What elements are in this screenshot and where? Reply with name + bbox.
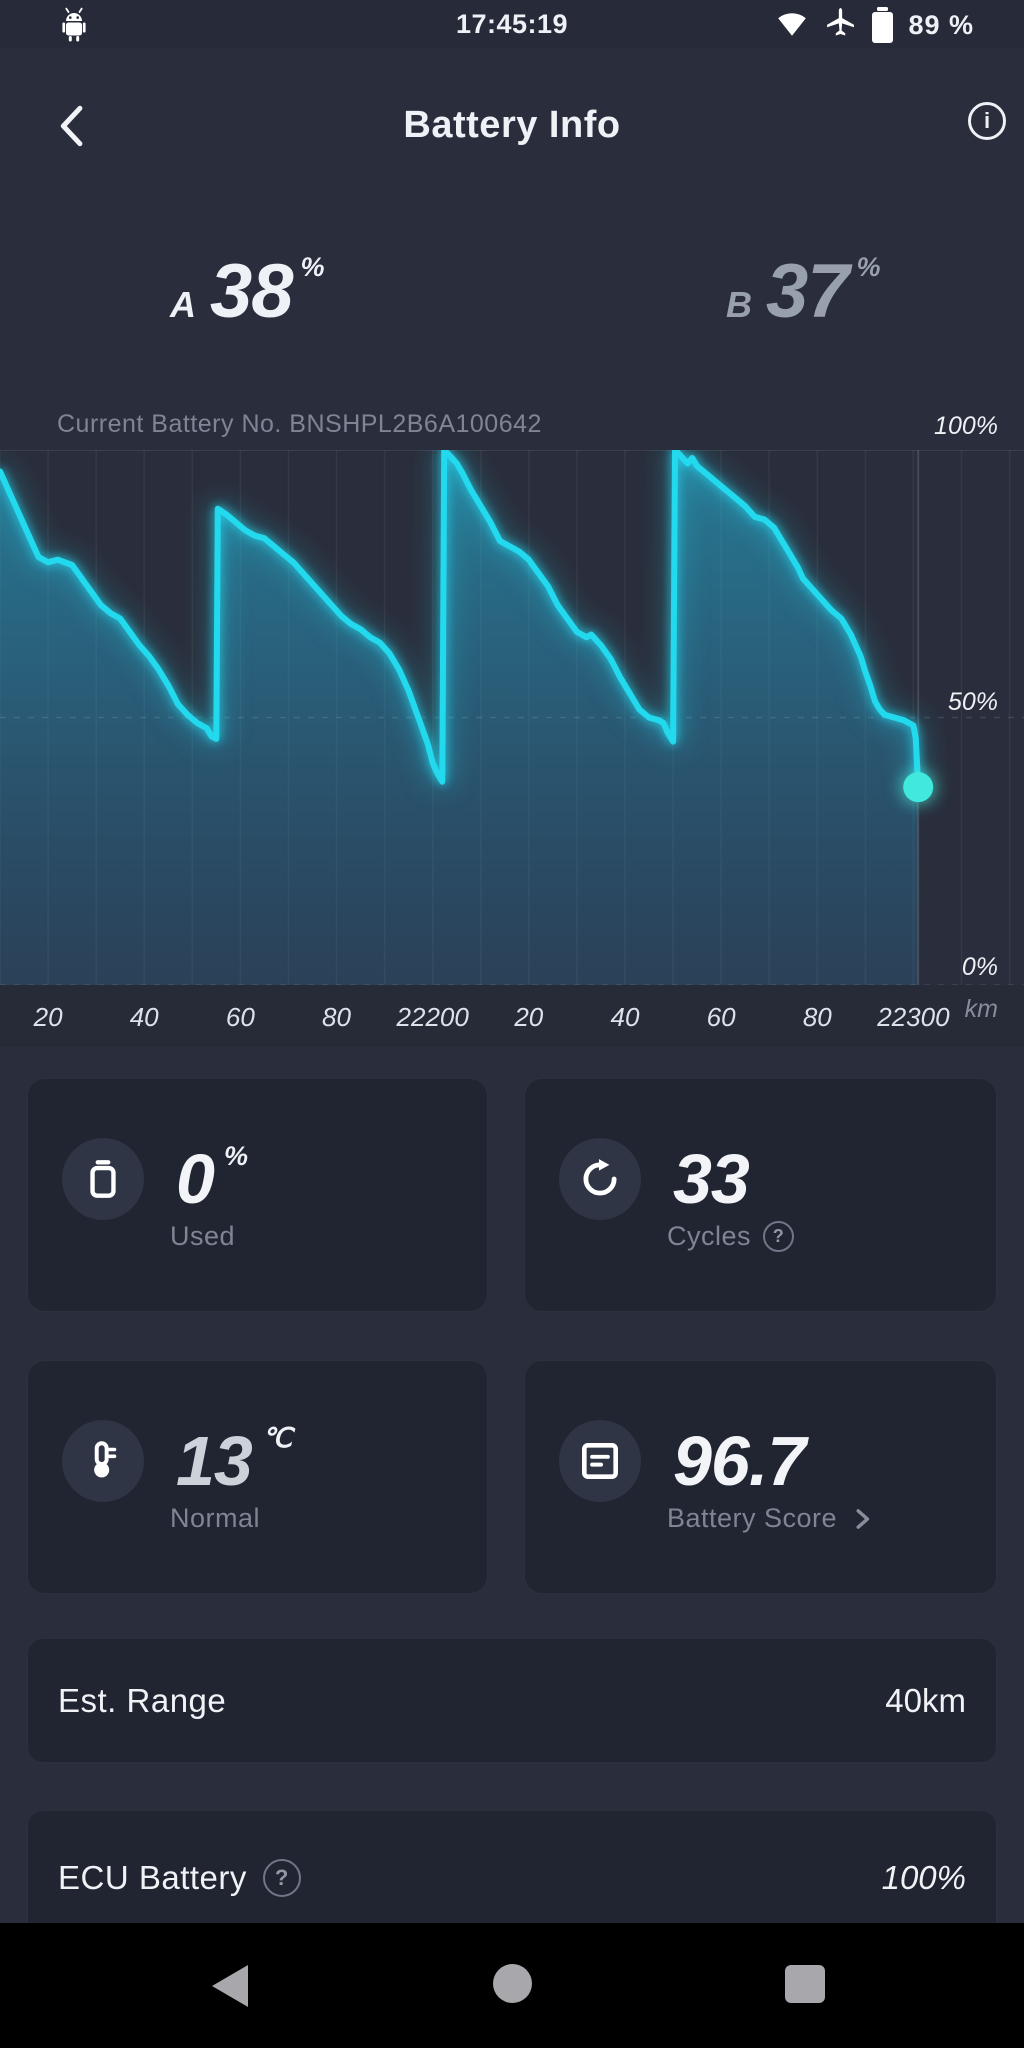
x-axis: 20 40 60 80 22200 20 40 60 80 22300 km	[0, 985, 1024, 1047]
battery-score-card[interactable]: 96.7 Battery Score	[524, 1360, 997, 1594]
x-axis-tick-label: 80	[322, 1002, 351, 1032]
battery-a-tab[interactable]: A 38 %	[170, 248, 325, 335]
battery-outline-icon	[62, 1138, 144, 1220]
battery-percent: 89 %	[908, 9, 974, 40]
airplane-mode-icon	[824, 6, 857, 44]
current-battery-number: Current Battery No. BNSHPL2B6A100642	[57, 410, 542, 438]
cycles-help-icon[interactable]: ?	[763, 1221, 795, 1252]
y-axis-label-100: 100%	[934, 412, 998, 440]
y-axis-label-0: 0%	[961, 953, 998, 981]
battery-b-tab[interactable]: B 37 %	[726, 248, 881, 335]
used-card: 0 % Used	[27, 1078, 488, 1312]
est-range-label: Est. Range	[58, 1681, 227, 1719]
clock: 17:45:19	[455, 9, 569, 39]
battery-b-unit: %	[856, 252, 881, 282]
battery-score-value: 96.7	[673, 1422, 806, 1500]
x-axis-tick-label: 60	[706, 1002, 736, 1032]
x-axis-tick-label: 40	[610, 1002, 640, 1032]
battery-a-label: A	[170, 284, 196, 325]
x-axis-tick-label: 20	[514, 1002, 544, 1032]
est-range-row: Est. Range 40km	[27, 1638, 997, 1763]
used-unit: %	[223, 1141, 248, 1171]
android-nav-bar	[0, 1923, 1024, 2048]
used-value: 0	[176, 1140, 215, 1218]
page-title: Battery Info	[403, 104, 621, 146]
app-header: Battery Info i	[0, 86, 1024, 166]
ecu-battery-help-icon[interactable]: ?	[262, 1858, 301, 1897]
x-axis-unit: km	[964, 995, 998, 1023]
cycles-icon	[559, 1138, 641, 1220]
status-bar: 17:45:19 89 %	[0, 0, 1024, 48]
info-button[interactable]: i	[968, 102, 1006, 140]
x-axis-tick-label: 80	[802, 1002, 832, 1032]
thermometer-icon	[62, 1420, 144, 1502]
ecu-battery-value: 100%	[881, 1858, 966, 1896]
back-button[interactable]	[48, 100, 100, 152]
ecu-battery-label: ECU Battery	[58, 1858, 247, 1896]
chevron-right-icon	[849, 1506, 875, 1532]
battery-status-icon	[872, 6, 894, 43]
temperature-label: Normal	[170, 1503, 261, 1533]
android-icon	[54, 5, 94, 45]
battery-a-unit: %	[300, 252, 325, 282]
cycles-card: 33 Cycles ?	[524, 1078, 997, 1312]
battery-level-chart	[0, 447, 1024, 986]
temperature-unit: ℃	[261, 1423, 293, 1453]
cycles-label: Cycles	[667, 1221, 752, 1251]
battery-selector-row: A 38 % B 37 %	[0, 248, 1024, 348]
x-axis-tick-label: 22300	[877, 1002, 950, 1032]
nav-recents-button[interactable]	[785, 1965, 825, 2003]
x-axis-tick-label: 40	[129, 1002, 159, 1032]
cycles-value: 33	[673, 1140, 750, 1218]
est-range-value: 40km	[885, 1681, 966, 1719]
ecu-battery-row: ECU Battery ? 100%	[27, 1810, 997, 1945]
x-axis-tick-label: 22200	[396, 1002, 469, 1032]
x-axis-tick-label: 20	[33, 1002, 63, 1032]
y-axis-label-50: 50%	[947, 688, 998, 716]
battery-a-percent: 38	[210, 249, 294, 334]
nav-back-button[interactable]	[212, 1965, 248, 2007]
battery-b-label: B	[726, 284, 752, 325]
score-report-icon	[559, 1420, 641, 1502]
wifi-icon	[775, 8, 809, 43]
used-label: Used	[170, 1221, 236, 1251]
nav-home-button[interactable]	[493, 1964, 532, 2003]
info-icon: i	[983, 108, 991, 133]
temperature-card: 13 ℃ Normal	[27, 1360, 488, 1594]
battery-score-label: Battery Score	[667, 1503, 838, 1533]
x-axis-tick-label: 60	[225, 1002, 255, 1032]
temperature-value: 13	[176, 1422, 253, 1500]
battery-b-percent: 37	[766, 249, 850, 334]
